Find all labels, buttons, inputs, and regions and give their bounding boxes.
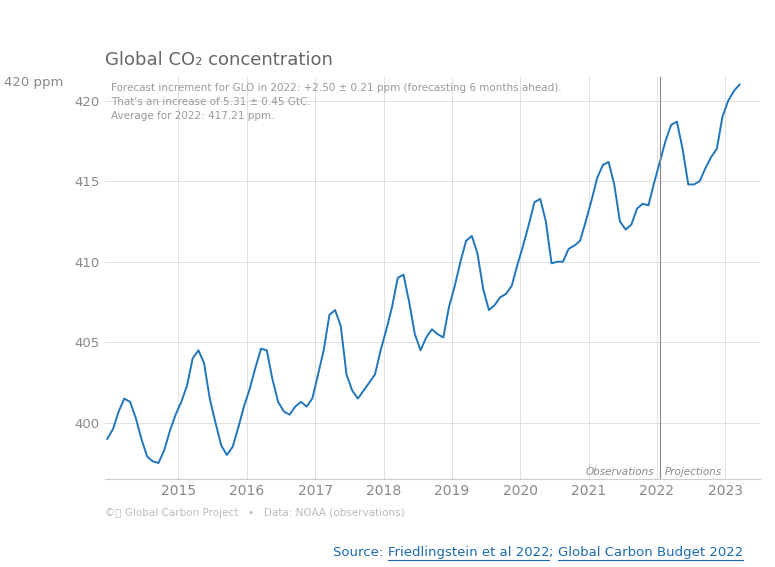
Text: Projections: Projections xyxy=(665,467,722,477)
Text: Observations: Observations xyxy=(586,467,654,477)
Text: Global Carbon Budget 2022: Global Carbon Budget 2022 xyxy=(558,547,743,559)
Text: Friedlingstein et al 2022: Friedlingstein et al 2022 xyxy=(388,547,549,559)
Text: ;: ; xyxy=(549,547,558,559)
Text: 420 ppm: 420 ppm xyxy=(4,76,64,88)
Text: ©Ⓢ Global Carbon Project   •   Data: NOAA (observations): ©Ⓢ Global Carbon Project • Data: NOAA (o… xyxy=(105,508,405,518)
Text: Source:: Source: xyxy=(333,547,388,559)
Text: Global CO₂ concentration: Global CO₂ concentration xyxy=(105,52,332,69)
Text: Forecast increment for GLO in 2022: +2.50 ± 0.21 ppm (forecasting 6 months ahead: Forecast increment for GLO in 2022: +2.5… xyxy=(111,83,562,121)
